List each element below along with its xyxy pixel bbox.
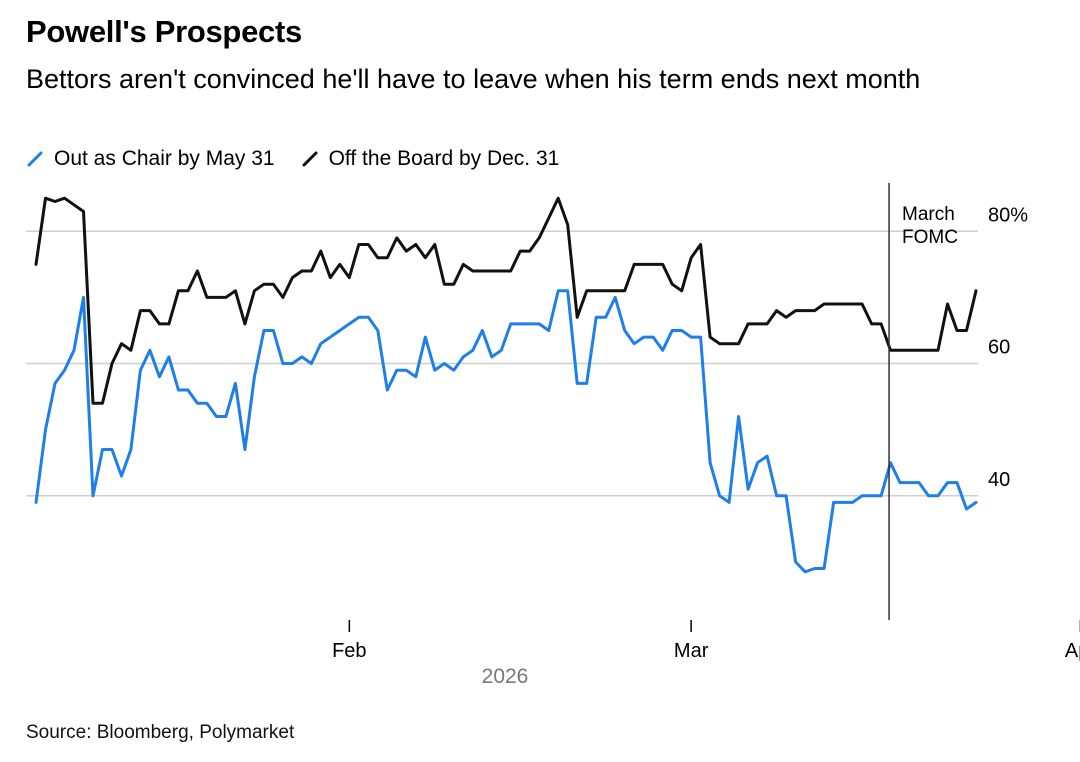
grid-layer — [26, 230, 978, 497]
legend: Out as Chair by May 31 Off the Board by … — [26, 144, 585, 174]
x-tick-label-mar: Mar — [674, 640, 709, 662]
x-axis-year-label: 2026 — [482, 665, 529, 688]
legend-swatch-off-the-board — [301, 150, 319, 168]
series-line-out-as-chair — [34, 289, 978, 574]
annotation-label-line1: March — [902, 204, 955, 225]
x-axis: Feb Mar Apr 2026 — [332, 620, 1080, 688]
chart-subtitle: Bettors aren't convinced he'll have to l… — [26, 64, 921, 94]
series-line-off-the-board — [34, 196, 978, 405]
legend-label-off-the-board: Off the Board by Dec. 31 — [328, 147, 560, 170]
legend-swatch-out-as-chair — [26, 150, 44, 168]
y-tick-label-60: 60 — [988, 337, 1010, 359]
series-layer — [34, 196, 978, 574]
legend-item-off-the-board: Off the Board by Dec. 31 — [301, 147, 560, 171]
y-tick-label-40: 40 — [988, 469, 1010, 491]
y-tick-label-80: 80% — [988, 204, 1028, 226]
y-axis-labels: 80% 60 40 — [988, 204, 1028, 491]
annotation-label-line2: FOMC — [902, 227, 958, 248]
chart-title: Powell's Prospects — [26, 14, 302, 49]
legend-label-out-as-chair: Out as Chair by May 31 — [54, 147, 275, 170]
x-tick-label-feb: Feb — [332, 640, 366, 662]
x-tick-label-apr: Apr — [1065, 640, 1080, 662]
legend-item-out-as-chair: Out as Chair by May 31 — [26, 147, 275, 171]
source-note: Source: Bloomberg, Polymarket — [26, 722, 295, 743]
